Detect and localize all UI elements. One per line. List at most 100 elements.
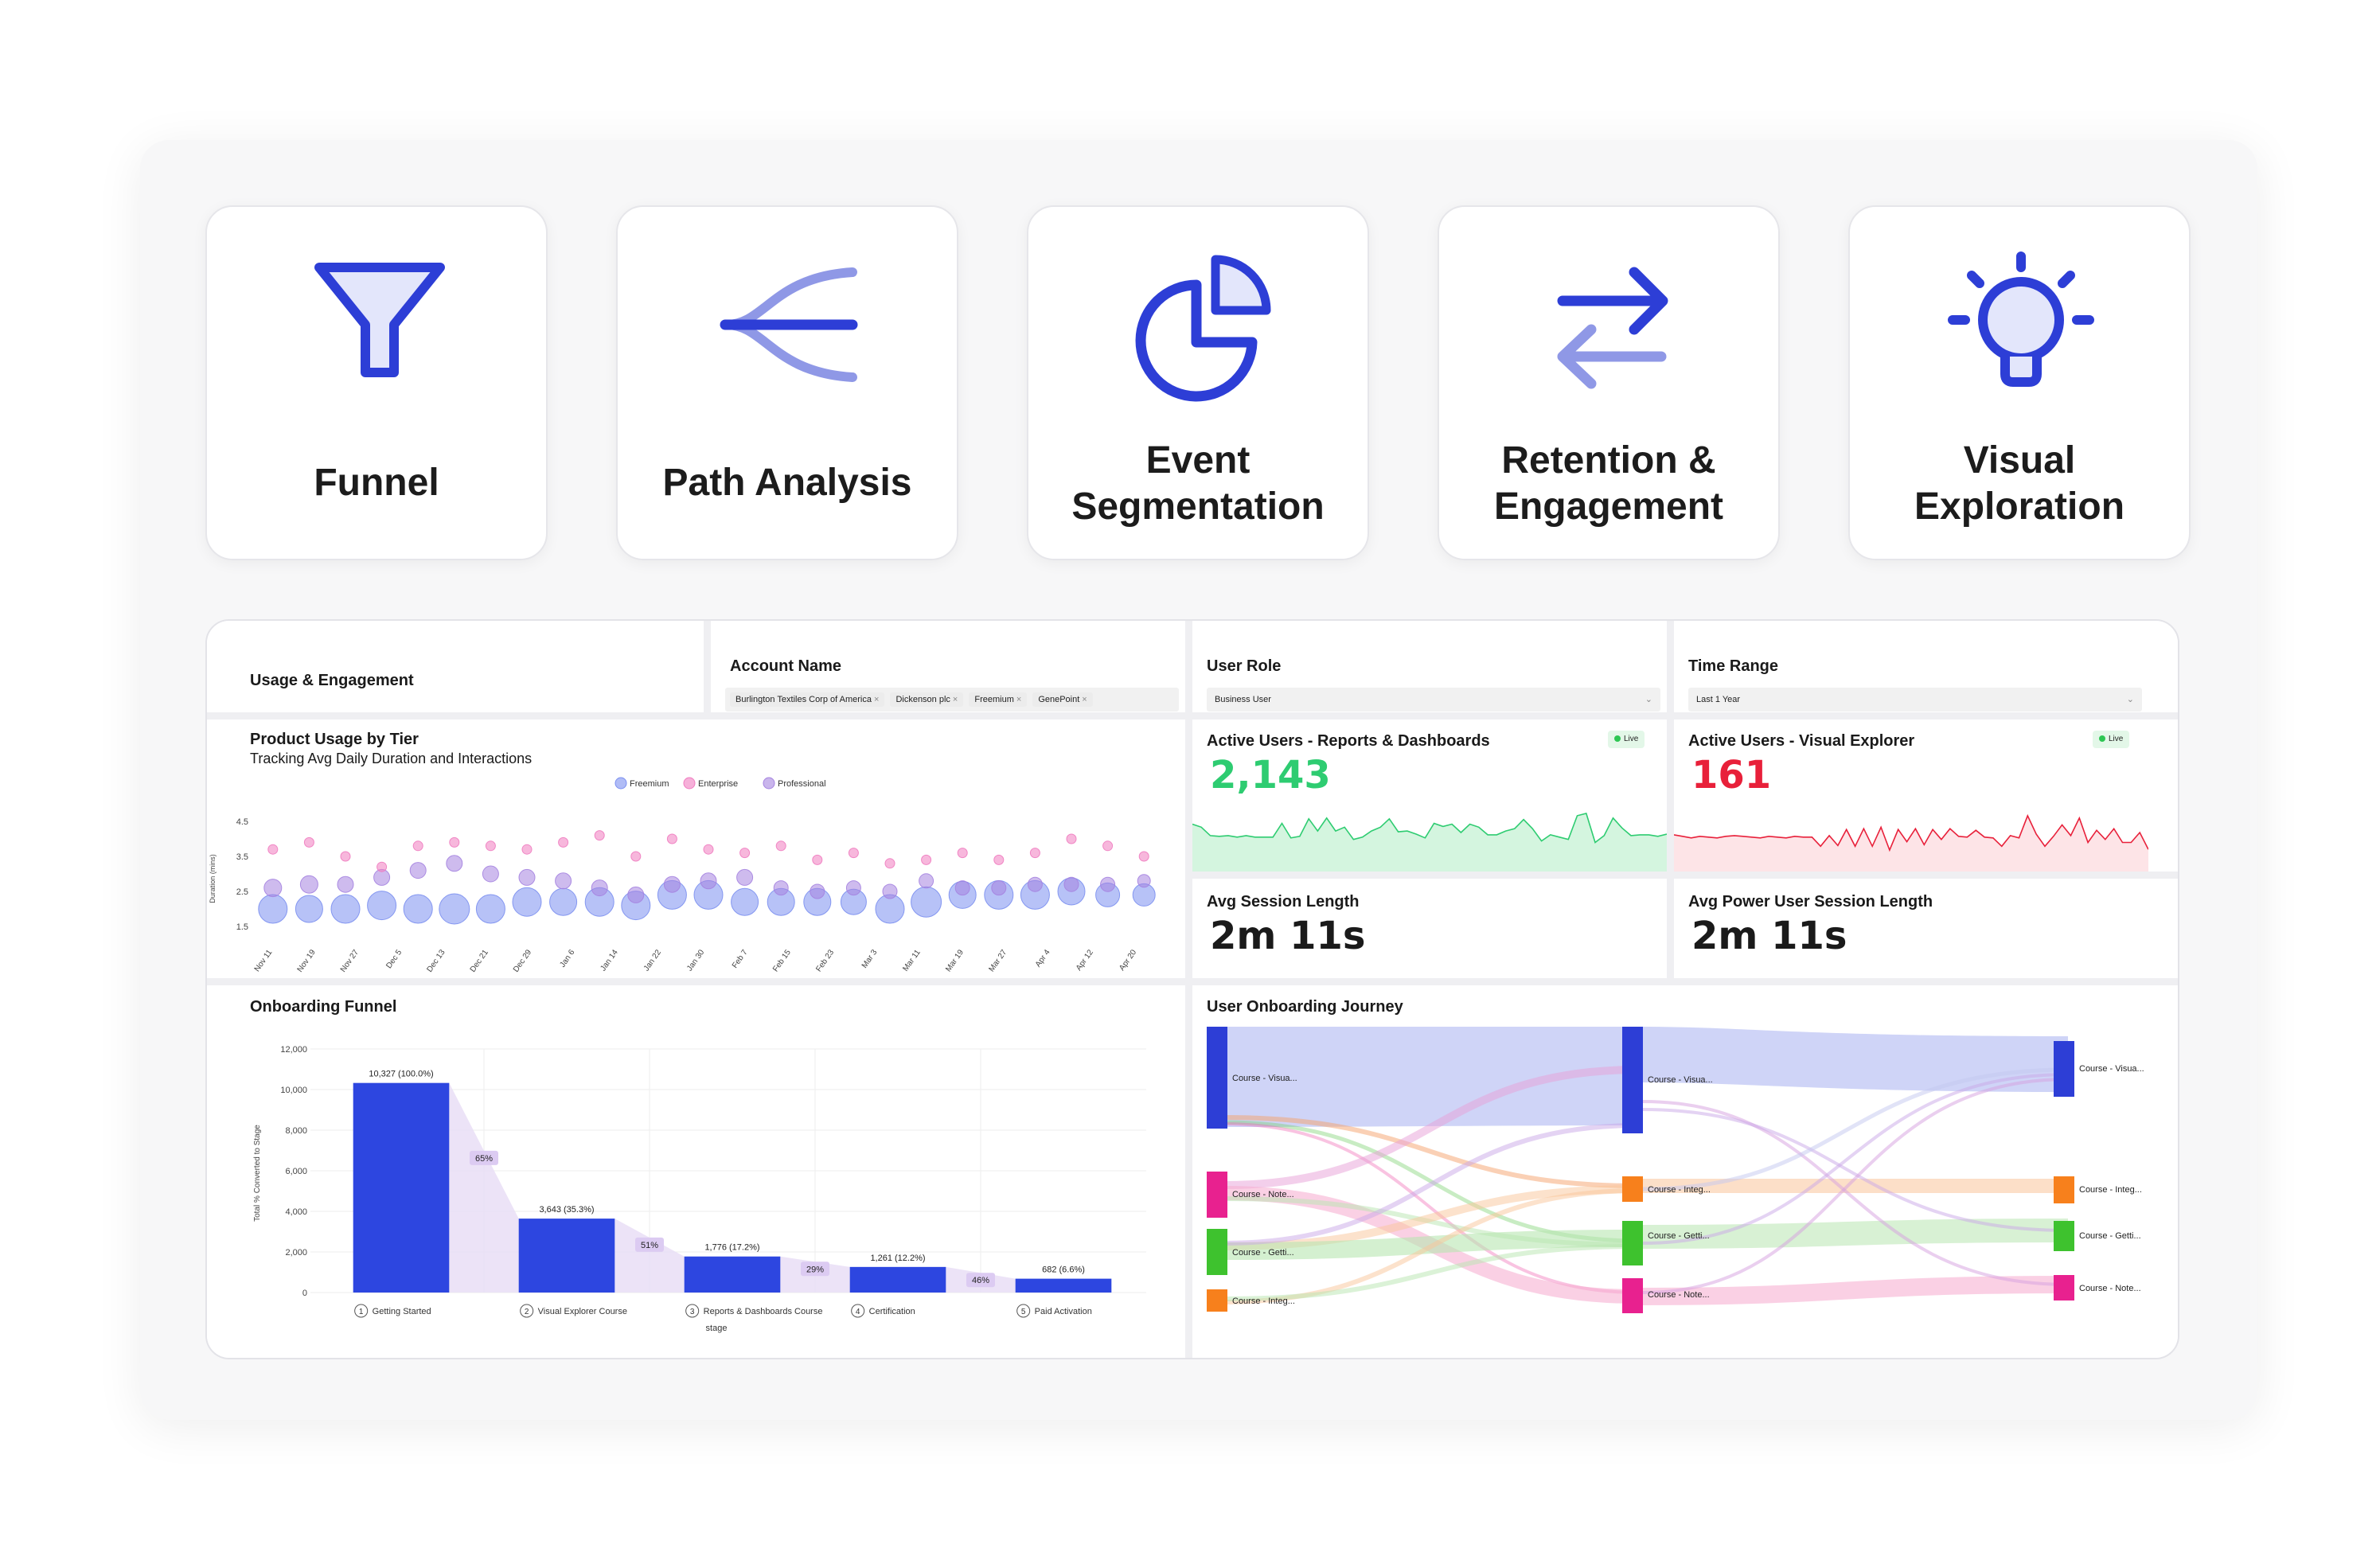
bubble-chart: 4.5 3.5 2.5 1.5 Duration (mins) Freemium Enter… (209, 777, 1156, 974)
conversion-badge (470, 1150, 498, 1165)
x-tick-label: Jan 30 (685, 948, 706, 973)
funnel-bar (684, 1256, 781, 1293)
bubble-point (295, 895, 323, 923)
bubble-point (1102, 840, 1114, 852)
sankey-label: Course - Note... (1648, 1290, 1710, 1300)
bubble-point (703, 844, 714, 855)
x-tick-label: Feb 23 (814, 948, 836, 973)
role-filter-panel: User Role Business User ⌄ (1192, 621, 1674, 719)
bubble-point (1137, 874, 1151, 888)
sankey-label: Course - Integ... (2079, 1185, 2142, 1195)
x-tick-label: Dec 21 (469, 948, 490, 974)
card-funnel-label: Funnel (314, 462, 439, 504)
kpi-title: Avg Power User Session Length (1688, 893, 1933, 911)
account-chip[interactable]: Dickenson plc × (890, 692, 964, 707)
bubble-point (991, 880, 1007, 896)
role-select[interactable]: Business User ⌄ (1207, 688, 1660, 712)
account-filter-input[interactable]: Burlington Textiles Corp of America × Dick… (725, 688, 1179, 712)
bubble-point (449, 836, 460, 848)
chevron-down-icon: ⌄ (1645, 695, 1652, 704)
x-tick-label: Apr 20 (1118, 948, 1138, 973)
stage-number-badge (851, 1304, 865, 1318)
card-path-analysis[interactable]: Path Analysis (616, 205, 958, 560)
y-tick-label: 4,000 (285, 1207, 307, 1217)
sankey-label: Course - Integ... (1232, 1297, 1295, 1306)
stage-number-badge (685, 1304, 700, 1318)
bubble-point (848, 848, 859, 859)
x-tick-label: Mar 19 (944, 948, 966, 973)
card-visual-exploration-label: Visual Exploration (1914, 439, 2125, 528)
bubble-point (591, 879, 608, 897)
sparkline-reports (1192, 813, 1667, 872)
role-filter-label: User Role (1207, 657, 1282, 675)
x-axis-label: stage (706, 1324, 728, 1333)
bubble-point (630, 851, 642, 862)
bubble-point (993, 854, 1005, 865)
dashboard: Usage & Engagement Account Name Burlingt… (205, 619, 2179, 1359)
sankey-label: Course - Integ... (1648, 1185, 1711, 1195)
kpi-value: 161 (1691, 753, 1772, 797)
bubble-point (409, 862, 427, 879)
y-axis-label: Total % Converted to Stage (253, 1125, 262, 1222)
account-chip[interactable]: Burlington Textiles Corp of America × (730, 692, 885, 707)
x-tick-label: Jan 6 (558, 948, 576, 969)
sankey-link (1642, 1100, 2069, 1286)
pie-chart-icon (1135, 255, 1271, 402)
card-event-segmentation-label: Event Segmentation (1071, 439, 1325, 528)
x-tick-label: Nov 11 (253, 948, 275, 973)
x-tick-label: Certification (869, 1307, 915, 1316)
conversion-area (615, 1219, 685, 1293)
bubble-point (731, 887, 759, 916)
bubble-point (485, 840, 496, 852)
legend-label: Enterprise (698, 779, 738, 789)
x-tick-label: Dec 13 (425, 948, 447, 974)
stage-number-badge (354, 1304, 369, 1318)
bubble-point (845, 880, 861, 896)
sparkline-visual (1674, 813, 2148, 872)
bubble-point (258, 894, 288, 924)
sankey-label: Course - Note... (1232, 1190, 1294, 1199)
bubble-point (627, 886, 645, 903)
y-tick-label: 4.5 (236, 817, 248, 827)
account-chip[interactable]: Freemium × (969, 692, 1028, 707)
conversion-label: 65% (475, 1154, 493, 1164)
sparkline-area (1192, 813, 1667, 872)
bubble-point (911, 886, 942, 918)
y-tick-label: 8,000 (285, 1126, 307, 1136)
time-range-select[interactable]: Last 1 Year ⌄ (1688, 688, 2142, 712)
section-title-panel: Usage & Engagement (207, 621, 711, 719)
bubble-point (377, 861, 388, 872)
sankey-link (1224, 1027, 1637, 1127)
kpi-value: 2m 11s (1691, 914, 1847, 958)
sankey-node (1622, 1278, 1643, 1313)
sankey-label: Course - Visua... (1232, 1074, 1297, 1083)
x-tick-label: Dec 29 (512, 948, 533, 974)
bubble-point (267, 844, 279, 855)
kpi-title: Active Users - Reports & Dashboards (1207, 732, 1490, 750)
stage-number-badge (520, 1304, 534, 1318)
account-chip[interactable]: GenePoint × (1032, 692, 1093, 707)
onboarding-funnel-panel: Onboarding Funnel 12,000 10,000 8,000 6,000… (207, 985, 1192, 1358)
bubble-chart-title: Product Usage by Tier (250, 731, 419, 748)
x-tick-label: Mar 3 (860, 948, 880, 970)
bubble-point (439, 893, 470, 925)
kpi-avg-power-session: Avg Power User Session Length 2m 11s (1674, 879, 2178, 985)
bubble-point (475, 894, 505, 924)
sankey-link (1223, 1244, 1639, 1301)
account-filter-label: Account Name (730, 657, 842, 675)
x-tick-label: Mar 11 (901, 948, 923, 973)
bubble-point (549, 887, 578, 916)
sankey-link (1642, 1219, 2069, 1249)
bubble-point (812, 854, 823, 865)
x-tick-label: Mar 27 (987, 948, 1009, 973)
card-retention-engagement[interactable]: Retention & Engagement (1438, 205, 1780, 560)
bubble-point (739, 848, 751, 859)
card-funnel[interactable]: Funnel (205, 205, 548, 560)
funnel-bar (518, 1219, 615, 1293)
card-event-segmentation[interactable]: Event Segmentation (1027, 205, 1369, 560)
sankey-label: Course - Getti... (2079, 1231, 2141, 1241)
live-dot-icon (2099, 735, 2105, 743)
bubble-point (700, 872, 717, 890)
card-visual-exploration[interactable]: Visual Exploration (1848, 205, 2191, 560)
bubble-point (412, 840, 423, 852)
